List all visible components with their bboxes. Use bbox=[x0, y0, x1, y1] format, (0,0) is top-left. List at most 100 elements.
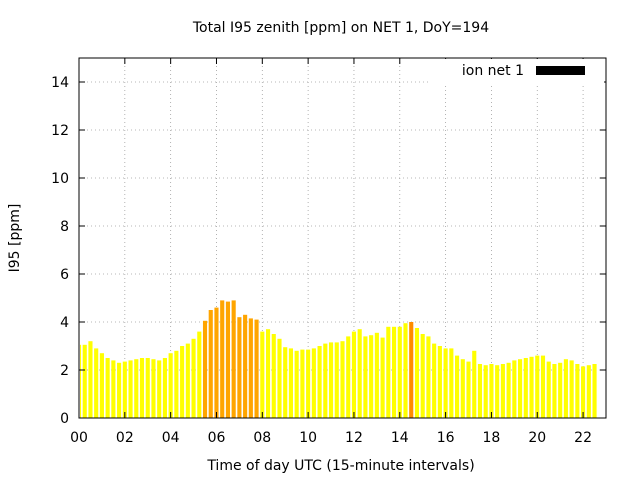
bar bbox=[391, 326, 397, 418]
x-tick-label: 04 bbox=[162, 430, 180, 446]
bar bbox=[334, 342, 339, 418]
bar bbox=[449, 348, 454, 418]
bar bbox=[340, 341, 345, 418]
y-axis-label: I95 [ppm] bbox=[7, 204, 23, 273]
y-tick-label: 4 bbox=[60, 315, 69, 331]
bar bbox=[185, 343, 190, 418]
bar bbox=[351, 331, 357, 418]
bar bbox=[495, 365, 500, 418]
bar bbox=[369, 335, 374, 418]
legend-swatch bbox=[536, 66, 585, 75]
x-tick-label: 08 bbox=[253, 430, 271, 446]
x-tick-labels: 00 02 04 06 08 10 12 14 16 18 20 22 bbox=[70, 430, 592, 446]
bar bbox=[145, 358, 150, 418]
bar bbox=[191, 338, 196, 418]
bar bbox=[271, 334, 276, 418]
x-tick-label: 22 bbox=[574, 430, 592, 446]
legend: ion net 1 bbox=[428, 59, 604, 83]
bar bbox=[500, 364, 505, 418]
y-tick-label: 2 bbox=[60, 363, 69, 379]
bar bbox=[180, 346, 185, 418]
bar bbox=[248, 318, 253, 418]
bar bbox=[386, 326, 391, 418]
bar bbox=[546, 361, 551, 418]
bar bbox=[162, 358, 167, 418]
legend-label: ion net 1 bbox=[462, 63, 524, 79]
bar bbox=[202, 320, 208, 418]
bar bbox=[99, 353, 104, 418]
bar bbox=[552, 364, 557, 418]
x-tick-label: 18 bbox=[483, 430, 501, 446]
bar bbox=[460, 359, 465, 418]
bar bbox=[426, 336, 431, 418]
bar bbox=[414, 328, 420, 418]
bar bbox=[105, 358, 110, 418]
bar bbox=[466, 361, 471, 418]
bar bbox=[283, 347, 288, 418]
bar bbox=[111, 360, 116, 418]
bar bbox=[477, 364, 483, 418]
bar bbox=[409, 322, 414, 418]
bar bbox=[403, 323, 408, 418]
bar bbox=[157, 360, 162, 418]
x-tick-label: 14 bbox=[391, 430, 409, 446]
bar bbox=[380, 337, 385, 418]
bar bbox=[489, 364, 494, 418]
x-tick-label: 12 bbox=[345, 430, 363, 446]
bar bbox=[254, 319, 259, 418]
bar bbox=[82, 344, 87, 418]
bar bbox=[208, 310, 213, 418]
bar bbox=[294, 350, 299, 418]
bars bbox=[80, 300, 597, 418]
bar bbox=[575, 364, 580, 418]
bar bbox=[443, 348, 448, 418]
bar bbox=[420, 334, 425, 418]
bar bbox=[128, 360, 133, 418]
bar bbox=[80, 344, 82, 418]
bar bbox=[134, 359, 139, 418]
bar bbox=[174, 350, 179, 418]
bar bbox=[151, 359, 156, 418]
bar bbox=[306, 349, 311, 418]
bar bbox=[363, 336, 368, 418]
bar bbox=[374, 332, 379, 418]
bar bbox=[483, 365, 488, 418]
bar bbox=[512, 360, 517, 418]
bar bbox=[472, 350, 477, 418]
bar bbox=[558, 362, 563, 418]
ticks bbox=[78, 58, 606, 419]
bar bbox=[117, 362, 122, 418]
bar bbox=[397, 326, 402, 418]
bar bbox=[214, 307, 219, 418]
chart-title: Total I95 zenith [ppm] on NET 1, DoY=194 bbox=[192, 20, 489, 36]
bar bbox=[357, 329, 362, 418]
bar bbox=[220, 300, 225, 418]
bar bbox=[540, 355, 546, 418]
y-tick-label: 8 bbox=[60, 219, 69, 235]
x-tick-label: 02 bbox=[116, 430, 134, 446]
x-tick-label: 10 bbox=[299, 430, 317, 446]
bar bbox=[231, 300, 236, 418]
bar bbox=[225, 301, 230, 418]
bar bbox=[323, 343, 328, 418]
bar bbox=[529, 356, 534, 418]
bar bbox=[260, 331, 265, 418]
plot-frame bbox=[78, 57, 607, 419]
x-axis-label: Time of day UTC (15-minute intervals) bbox=[206, 458, 474, 474]
bar bbox=[592, 364, 597, 418]
bar bbox=[311, 348, 316, 418]
bar bbox=[288, 348, 294, 418]
x-tick-label: 06 bbox=[208, 430, 226, 446]
bar bbox=[586, 365, 591, 418]
y-tick-label: 10 bbox=[51, 171, 69, 187]
bar bbox=[300, 349, 305, 418]
bar bbox=[237, 317, 242, 418]
y-tick-label: 12 bbox=[51, 123, 69, 139]
bar bbox=[581, 366, 586, 418]
x-tick-label: 20 bbox=[528, 430, 546, 446]
bar bbox=[506, 362, 511, 418]
bar bbox=[346, 336, 351, 418]
bar bbox=[88, 341, 93, 418]
bar bbox=[317, 346, 322, 418]
